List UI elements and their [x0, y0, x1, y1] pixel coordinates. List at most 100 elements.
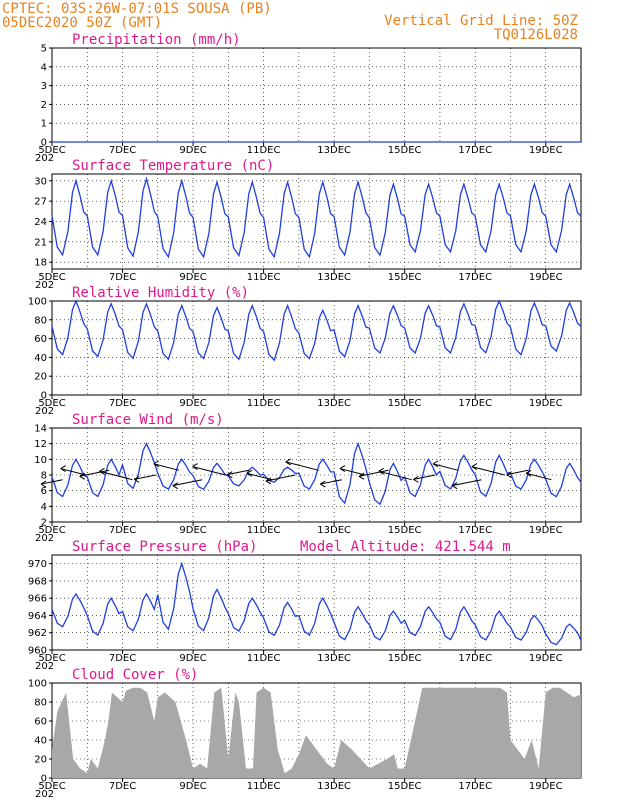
wind-vector: [60, 468, 86, 476]
x-tick-label: 15DEC: [388, 272, 422, 283]
x-year-fragment: 202: [35, 661, 54, 672]
x-tick-label: 11DEC: [247, 781, 281, 792]
y-tick-label: 30: [34, 176, 47, 187]
wind-vector-head: [320, 480, 326, 488]
cloud-cover-area: [52, 687, 581, 778]
panel-frame-rh: [51, 300, 582, 396]
wind-vector-head: [40, 480, 47, 488]
header-model-code: TQ0126L028: [494, 27, 578, 43]
x-tick-label: 5DEC: [38, 653, 65, 664]
wind-vector-head: [192, 463, 198, 471]
x-tick-label: 17DEC: [458, 145, 492, 156]
x-year-fragment: 202: [35, 153, 54, 164]
x-tick-label: 11DEC: [247, 653, 281, 664]
wind-vector: [432, 463, 459, 471]
wind-vector-head: [133, 475, 140, 483]
panel-title-cloud: Cloud Cover (%): [72, 667, 198, 683]
wind-vector: [265, 474, 296, 482]
x-tick-label: 7DEC: [109, 525, 136, 536]
wind-vector: [134, 474, 156, 480]
y-tick-label: 60: [34, 334, 47, 345]
model-altitude-note: Model Altitude: 421.544 m: [300, 539, 511, 555]
series-line-pres: [51, 561, 582, 646]
wind-vector: [413, 474, 436, 480]
wind-vector-head: [153, 460, 160, 468]
y-tick-label: 40: [34, 736, 47, 747]
x-tick-label: 15DEC: [388, 398, 422, 409]
wind-vector-head: [413, 475, 419, 483]
panel-frame-pres: [51, 554, 582, 651]
x-tick-label: 7DEC: [109, 145, 136, 156]
x-tick-label: 15DEC: [388, 525, 422, 536]
x-year-fragment: 202: [35, 533, 54, 544]
wind-vector-head: [339, 465, 346, 472]
x-tick-label: 5DEC: [38, 145, 65, 156]
wind-vector-head: [451, 482, 458, 490]
y-tick-label: 8: [41, 471, 47, 482]
y-tick-label: 100: [28, 297, 47, 308]
y-tick-label: 24: [34, 217, 47, 228]
wind-vector: [99, 470, 133, 481]
panel-title-rh: Relative Humidity (%): [72, 285, 249, 301]
wind-vector-head: [99, 467, 105, 475]
series-line-wind: [51, 441, 582, 506]
header-location: CPTEC: 03S:26W-07:01S SOUSA (PB): [2, 1, 272, 17]
x-tick-label: 9DEC: [179, 525, 206, 536]
x-tick-label: 7DEC: [109, 781, 136, 792]
wind-vector: [153, 463, 180, 471]
y-tick-label: 14: [34, 424, 47, 435]
wind-vector-head: [60, 465, 66, 472]
x-tick-label: 5DEC: [38, 272, 65, 283]
y-tick-label: 60: [34, 717, 47, 728]
x-tick-label: 9DEC: [179, 653, 206, 664]
y-tick-label: 80: [34, 315, 47, 326]
x-tick-label: 19DEC: [529, 272, 563, 283]
wind-vector: [320, 479, 342, 485]
y-tick-label: 968: [28, 576, 47, 587]
wind-vector: [227, 469, 249, 476]
y-tick-label: 966: [28, 594, 47, 605]
wind-vector-head: [79, 472, 85, 480]
panel-title-wind: Surface Wind (m/s): [72, 412, 224, 428]
wind-vector: [378, 470, 412, 481]
y-tick-label: 100: [28, 679, 47, 690]
y-tick-label: 970: [28, 559, 47, 570]
x-tick-label: 9DEC: [179, 272, 206, 283]
x-tick-label: 11DEC: [247, 272, 281, 283]
x-tick-label: 13DEC: [317, 398, 351, 409]
x-tick-label: 9DEC: [179, 781, 206, 792]
wind-vector: [79, 469, 110, 477]
wind-vector: [358, 469, 389, 477]
panel-title-temp: Surface Temperature (nC): [72, 158, 274, 174]
y-tick-label: 5: [41, 44, 47, 55]
x-tick-label: 17DEC: [458, 781, 492, 792]
y-tick-label: 40: [34, 353, 47, 364]
y-tick-label: 4: [41, 62, 47, 73]
y-tick-label: 20: [34, 372, 47, 383]
x-tick-label: 13DEC: [317, 525, 351, 536]
series-line-temp: [51, 176, 582, 259]
y-tick-label: 18: [34, 258, 47, 269]
x-tick-label: 7DEC: [109, 272, 136, 283]
y-tick-label: 12: [34, 439, 47, 450]
x-tick-label: 17DEC: [458, 653, 492, 664]
y-tick-label: 2: [41, 518, 47, 529]
wind-vector: [192, 466, 226, 476]
wind-vector: [471, 466, 505, 476]
x-tick-label: 15DEC: [388, 145, 422, 156]
x-tick-label: 9DEC: [179, 145, 206, 156]
wind-vector-head: [358, 472, 365, 480]
wind-vector: [246, 472, 273, 481]
wind-vector: [40, 479, 63, 485]
y-tick-label: 4: [41, 502, 47, 513]
x-tick-label: 15DEC: [388, 653, 422, 664]
y-tick-label: 964: [28, 611, 47, 622]
x-tick-label: 5DEC: [38, 398, 65, 409]
panel-frame-precip: [51, 47, 582, 143]
series-line-rh: [51, 299, 582, 362]
y-tick-label: 20: [34, 755, 47, 766]
y-tick-label: 960: [28, 646, 47, 657]
x-tick-label: 17DEC: [458, 272, 492, 283]
